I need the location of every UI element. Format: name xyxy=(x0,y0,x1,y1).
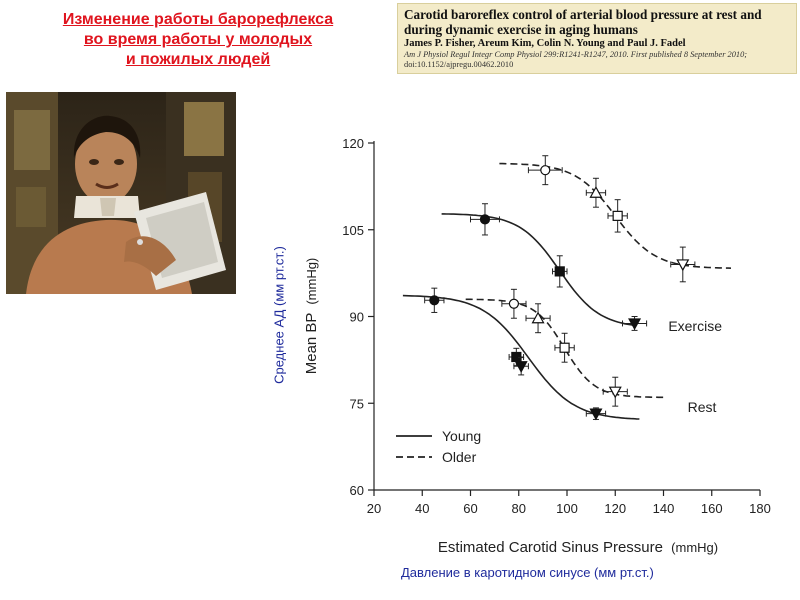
y-tick-label: 120 xyxy=(342,136,364,151)
condition-label: Exercise xyxy=(668,318,722,334)
paper-doi: doi:10.1152/ajpregu.00462.2010 xyxy=(404,60,514,69)
fitted-curves xyxy=(402,162,732,420)
marker-rest-young xyxy=(429,295,440,306)
y-axis-ticks: 60 75 90 105 120 xyxy=(342,136,374,498)
x-tick-label: 100 xyxy=(556,501,578,516)
y-axis-title: Mean BP (mmHg) xyxy=(303,258,320,375)
marker-rest-older xyxy=(608,386,622,399)
x-tick-label: 160 xyxy=(701,501,723,516)
slide-title-line: Изменение работы барорефлекса xyxy=(62,11,334,28)
x-tick-label: 140 xyxy=(653,501,675,516)
slide-title-line: во время работы у молодых xyxy=(83,31,313,48)
marker-exercise-older xyxy=(676,259,690,272)
marker-exercise-older xyxy=(612,210,623,221)
marker-rest-young xyxy=(589,408,603,421)
slide-title: Изменение работы барорефлекса во время р… xyxy=(10,10,386,70)
marker-rest-young xyxy=(511,351,522,363)
paper-journal: Am J Physiol Regul Integr Comp Physiol 2… xyxy=(404,50,748,59)
paper-authors: James P. Fisher, Areum Kim, Colin N. You… xyxy=(404,38,686,49)
x-tick-label: 120 xyxy=(604,501,626,516)
x-tick-label: 60 xyxy=(463,501,477,516)
marker-rest-older xyxy=(531,311,545,324)
y-tick-label: 90 xyxy=(350,310,364,325)
astronaut-photo xyxy=(6,92,236,294)
marker-rest-older xyxy=(559,342,570,353)
data-points xyxy=(424,155,696,421)
y-tick-label: 60 xyxy=(350,483,364,498)
marker-rest-older xyxy=(508,298,520,309)
y-tick-label: 105 xyxy=(342,223,364,238)
x-tick-label: 40 xyxy=(415,501,429,516)
curve-exercise-young xyxy=(441,213,635,327)
legend-older-label: Older xyxy=(442,449,477,465)
chart-legend: Young Older xyxy=(396,428,481,465)
paper-title: Carotid baroreflex control of arterial b… xyxy=(404,7,762,37)
x-tick-label: 20 xyxy=(367,501,381,516)
paper-reference-box: Carotid baroreflex control of arterial b… xyxy=(397,3,797,74)
marker-rest-young xyxy=(514,361,528,373)
marker-exercise-young xyxy=(479,214,491,225)
marker-exercise-young xyxy=(554,266,565,277)
condition-labels: Exercise Rest xyxy=(668,318,722,415)
x-tick-label: 180 xyxy=(749,501,771,516)
y-tick-label: 75 xyxy=(350,396,364,411)
marker-exercise-young xyxy=(628,318,642,331)
condition-label: Rest xyxy=(688,399,717,415)
curve-rest-young xyxy=(402,294,640,420)
x-tick-label: 80 xyxy=(512,501,526,516)
x-axis-title: Estimated Carotid Sinus Pressure (mmHg) xyxy=(438,539,718,556)
legend-young-label: Young xyxy=(442,428,481,444)
marker-exercise-older xyxy=(540,165,551,176)
x-axis-label-russian: Давление в каротидном синусе (мм рт.ст.) xyxy=(401,565,654,580)
x-axis-ticks: 20 40 60 80 100 120 140 160 180 xyxy=(367,490,771,516)
marker-exercise-older xyxy=(589,185,603,198)
slide-title-line: и пожилых людей xyxy=(125,51,271,68)
